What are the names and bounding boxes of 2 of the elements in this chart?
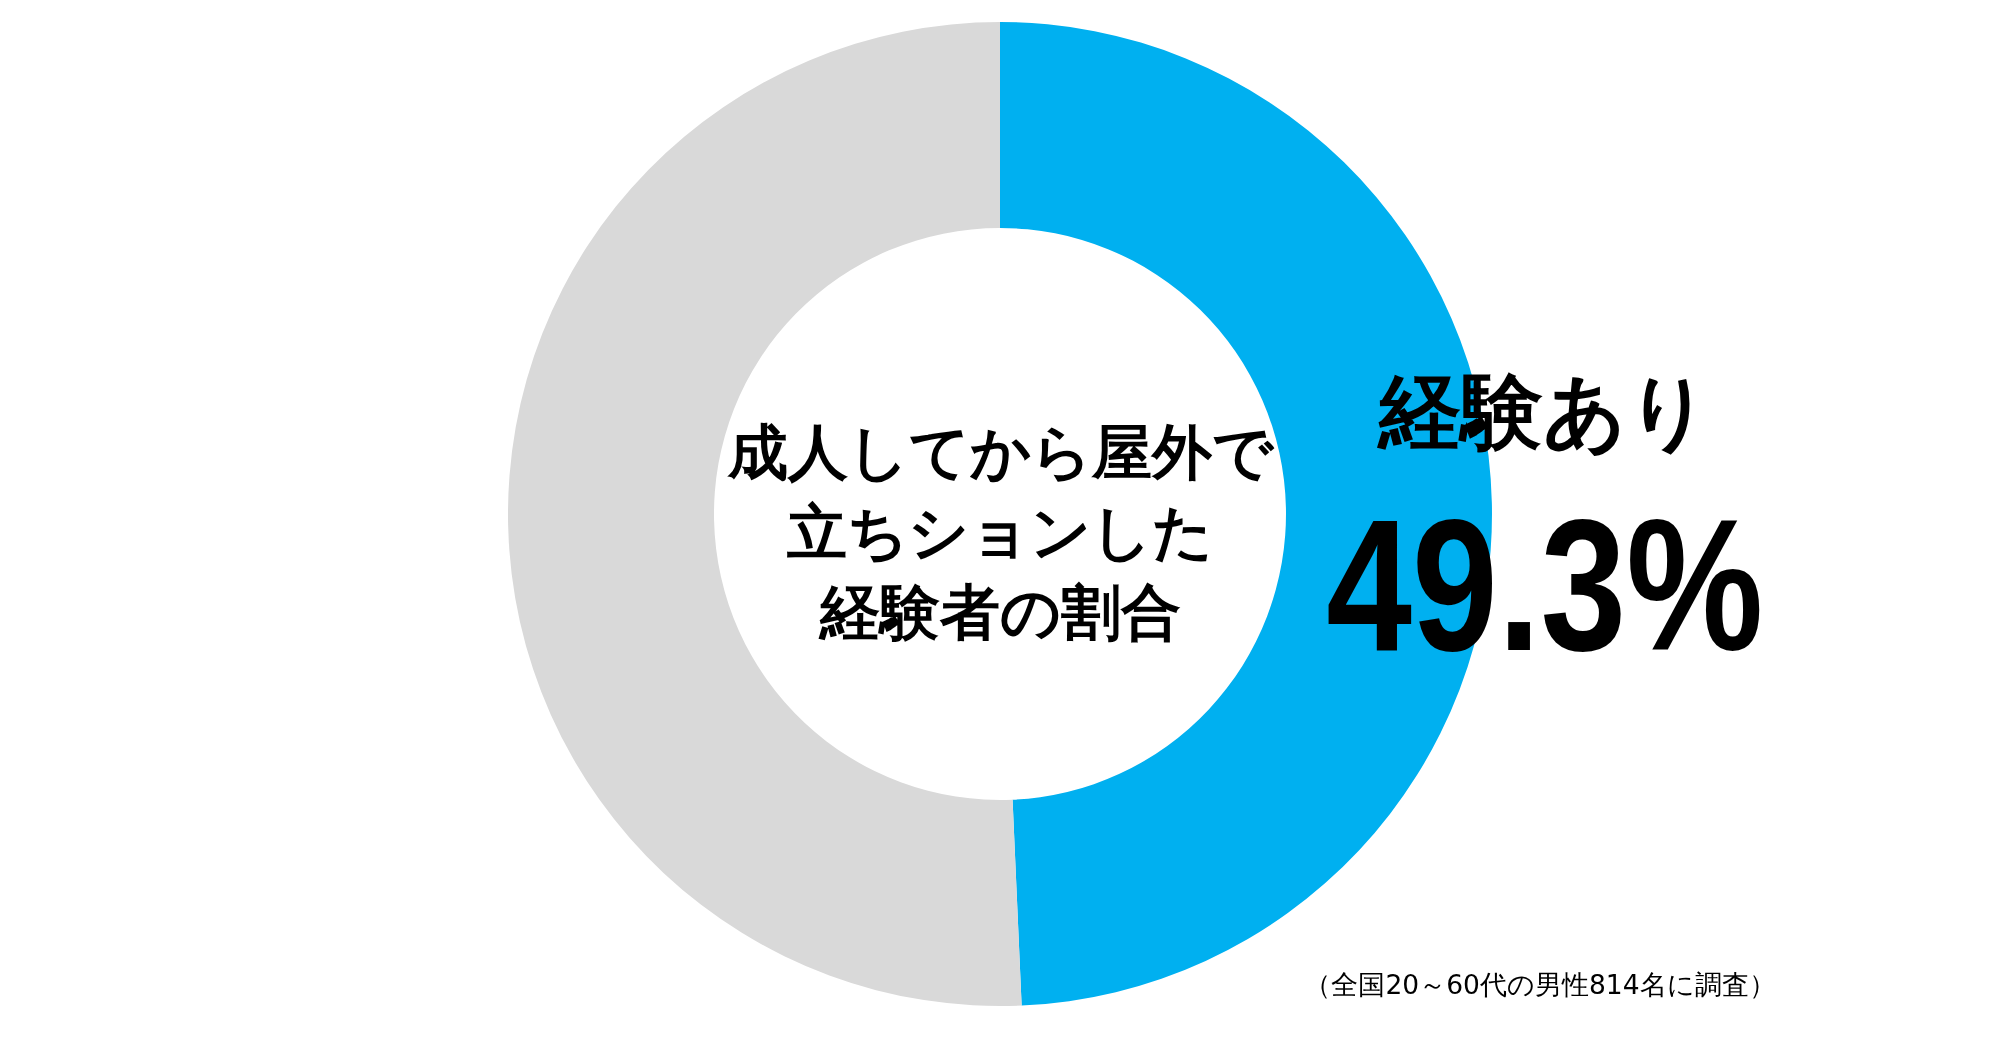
- text: （全国20～60代の男性814名に調査）: [1304, 969, 1776, 1000]
- text: 成人してから屋外で立ちションした経験者の割合: [726, 417, 1275, 647]
